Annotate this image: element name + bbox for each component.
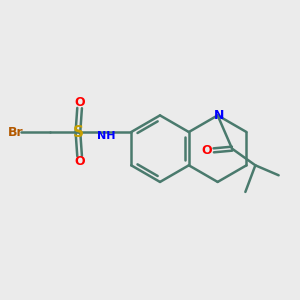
Text: N: N <box>214 109 224 122</box>
Text: NH: NH <box>97 131 116 141</box>
Text: O: O <box>74 96 85 109</box>
Text: S: S <box>72 124 83 140</box>
Text: O: O <box>74 155 85 169</box>
Text: Br: Br <box>8 125 23 139</box>
Text: O: O <box>201 144 212 157</box>
